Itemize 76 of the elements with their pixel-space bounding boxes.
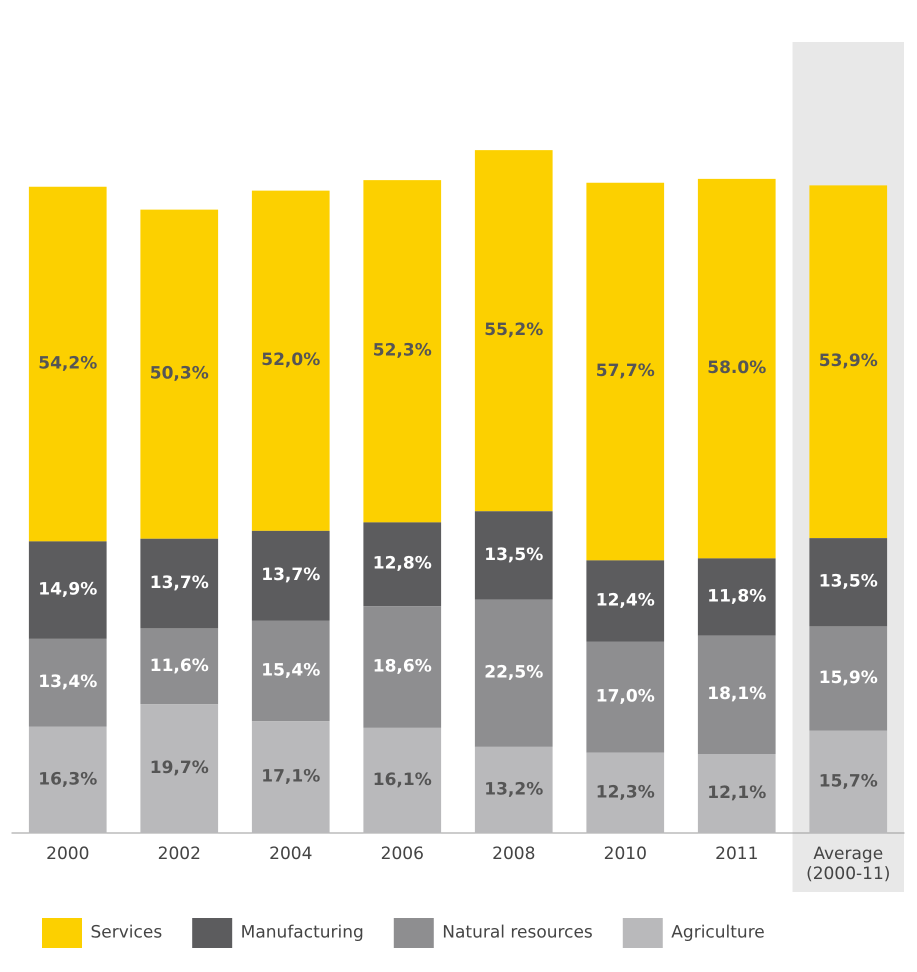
bar (363, 522, 442, 606)
data-label: 13,2% (484, 779, 544, 800)
data-label: 11,6% (150, 656, 209, 676)
bar (586, 641, 664, 753)
bar (28, 726, 107, 834)
data-label: 13,4% (38, 672, 98, 692)
data-label: 11,8% (707, 586, 766, 606)
bar (474, 746, 553, 834)
bar (586, 752, 664, 834)
data-label: 18,1% (707, 684, 766, 704)
x-tick-label: 2000 (46, 844, 90, 864)
legend-label: Agriculture (671, 922, 765, 942)
bar (363, 728, 442, 834)
x-tick-label: 2002 (158, 844, 201, 864)
data-label: 53,9% (818, 351, 878, 372)
bar (140, 704, 218, 834)
x-tick-label: 2004 (269, 844, 312, 864)
bar (809, 730, 888, 834)
data-label: 14,9% (38, 580, 98, 600)
x-tick-label: Average (2000-11) (806, 844, 890, 884)
data-label: 22,5% (484, 662, 544, 683)
x-tick-label: 2010 (604, 844, 647, 864)
data-label: 12,1% (707, 783, 766, 804)
bar (28, 541, 107, 639)
bar (140, 628, 218, 704)
bar (252, 530, 330, 621)
bar (140, 210, 218, 539)
data-label: 12,3% (596, 782, 655, 802)
bar (809, 626, 888, 730)
data-label: 19,7% (150, 758, 209, 778)
bar (474, 150, 553, 512)
bar (809, 538, 888, 626)
data-label: 50,3% (150, 364, 209, 384)
data-label: 13,5% (484, 544, 544, 565)
bar (698, 178, 776, 558)
bar (28, 638, 107, 727)
bar (363, 180, 442, 522)
data-label: 13,5% (818, 572, 878, 592)
bar (252, 721, 330, 834)
bar (698, 636, 776, 754)
legend-label: Natural resources (442, 922, 593, 942)
legend-label: Manufacturing (240, 922, 364, 942)
data-label: 55,2% (484, 320, 544, 340)
data-label: 15,7% (818, 771, 878, 792)
data-label: 12,4% (596, 590, 655, 610)
bar (28, 186, 107, 542)
bar (140, 538, 218, 628)
data-label: 13,7% (261, 565, 320, 586)
bar (586, 182, 664, 560)
bar (698, 558, 776, 636)
x-tick-label: 2011 (715, 844, 758, 864)
data-label: 17,1% (261, 766, 320, 787)
data-label: 12,8% (372, 554, 432, 574)
data-label: 57,7% (596, 360, 655, 381)
data-label: 58.0% (707, 358, 766, 378)
data-label: 17,0% (596, 686, 655, 707)
bar (363, 606, 442, 728)
data-label: 13,7% (150, 572, 209, 593)
bar (698, 754, 776, 834)
legend-label: Services (90, 922, 162, 942)
data-label: 54,2% (38, 353, 98, 374)
data-label: 16,3% (38, 769, 98, 790)
x-tick-label: 2006 (380, 844, 424, 864)
bar (474, 600, 553, 747)
data-label: 15,4% (261, 660, 320, 680)
bar (586, 560, 664, 642)
bar (809, 185, 888, 538)
data-label: 16,1% (372, 770, 432, 790)
data-label: 52,0% (261, 350, 320, 370)
data-label: 52,3% (372, 340, 432, 361)
bar (474, 511, 553, 600)
data-label: 18,6% (372, 656, 432, 676)
x-tick-label: 2008 (492, 844, 536, 864)
bar (252, 190, 330, 531)
data-label: 15,9% (818, 668, 878, 688)
bar (252, 620, 330, 722)
